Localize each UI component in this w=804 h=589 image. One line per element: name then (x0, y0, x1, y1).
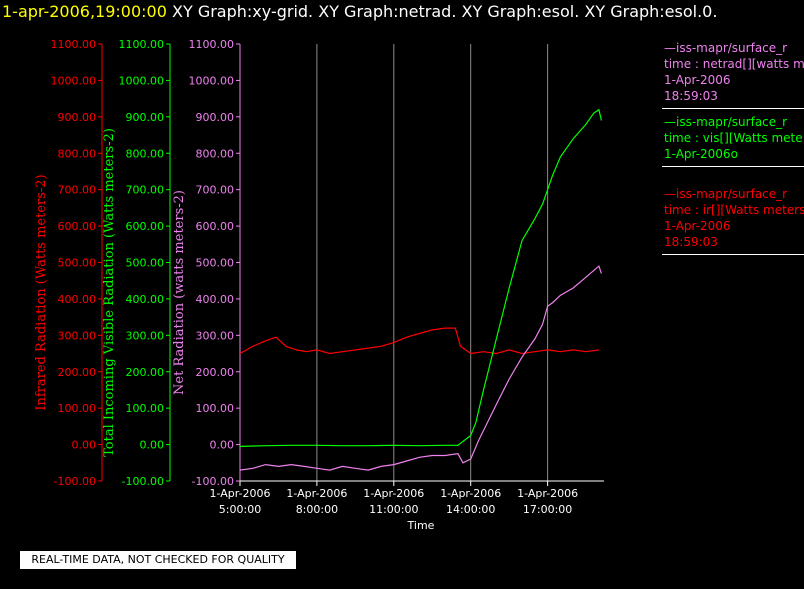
legend-entry-1-line-2: 1-Apr-2006o (664, 147, 738, 161)
y-axis-0-tick-label-10: 900.00 (58, 111, 97, 124)
legend-separator-0 (662, 108, 804, 109)
x-axis-tick-time-0: 5:00:00 (219, 503, 261, 516)
y-axis-1-tick-label-0: -100.00 (122, 475, 164, 488)
y-axis-1-tick-label-11: 1000.00 (119, 74, 165, 87)
y-axis-2-tick-label-0: -100.00 (192, 475, 234, 488)
x-axis-tick-date-4: 1-Apr-2006 (517, 487, 578, 500)
y-axis-2-tick-label-9: 800.00 (196, 147, 235, 160)
x-axis-tick-time-4: 17:00:00 (523, 503, 572, 516)
y-axis-2-title: Net Radiation (watts meters-2) (172, 190, 187, 395)
y-axis-1-tick-label-5: 400.00 (126, 293, 165, 306)
y-axis-2-tick-label-1: 0.00 (210, 439, 235, 452)
series-line-0 (239, 327, 599, 355)
timestamp: 1-apr-2006,19:00:00 (2, 2, 167, 21)
legend-separator-2 (662, 254, 804, 255)
y-axis-2-tick-label-2: 100.00 (196, 402, 235, 415)
y-axis-1-tick-label-3: 200.00 (126, 366, 165, 379)
legend-entry-2-line-2: 1-Apr-2006 (664, 219, 731, 233)
series-line-1 (239, 108, 602, 447)
legend-separator-1 (662, 166, 804, 167)
y-axis-2-tick-label-10: 900.00 (196, 111, 235, 124)
y-axis-0-tick-label-12: 1100.00 (51, 38, 97, 51)
y-axis-2-tick-label-12: 1100.00 (189, 38, 235, 51)
x-axis-tick-time-1: 8:00:00 (296, 503, 338, 516)
series-line-2 (239, 265, 602, 471)
y-axis-0-tick-label-3: 200.00 (58, 366, 97, 379)
y-axis-2-tick-label-6: 500.00 (196, 257, 235, 270)
y-axis-1-tick-label-4: 300.00 (126, 329, 165, 342)
y-axis-2-tick-label-3: 200.00 (196, 366, 235, 379)
y-axis-1-tick-label-2: 100.00 (126, 402, 165, 415)
x-axis-tick-date-2: 1-Apr-2006 (363, 487, 424, 500)
y-axis-2-tick-label-4: 300.00 (196, 329, 235, 342)
y-axis-0-tick-label-2: 100.00 (58, 402, 97, 415)
x-axis-tick-time-2: 11:00:00 (369, 503, 418, 516)
graph-title-3: XY Graph:esol. (461, 2, 580, 21)
legend-entry-0-line-3: 18:59:03 (664, 89, 718, 103)
y-axis-0-tick-label-9: 800.00 (58, 147, 97, 160)
x-axis-tick-date-0: 1-Apr-2006 (209, 487, 270, 500)
x-axis-tick-time-3: 14:00:00 (446, 503, 495, 516)
legend-entry-0-line-2: 1-Apr-2006 (664, 73, 731, 87)
y-axis-0-tick-label-11: 1000.00 (51, 74, 97, 87)
y-axis-2-tick-label-11: 1000.00 (189, 74, 235, 87)
y-axis-1-title: Total Incoming Visible Radiation (Watts … (102, 128, 117, 457)
y-axis-0-tick-label-8: 700.00 (58, 184, 97, 197)
y-axis-1-tick-label-9: 800.00 (126, 147, 165, 160)
y-axis-0-tick-label-7: 600.00 (58, 220, 97, 233)
y-axis-2-tick-label-7: 600.00 (196, 220, 235, 233)
legend-entry-1-line-0: —iss-mapr/surface_r (664, 115, 788, 129)
y-axis-2-tick-label-8: 700.00 (196, 184, 235, 197)
graph-title-2: XY Graph:netrad. (318, 2, 457, 21)
y-axis-1-tick-label-8: 700.00 (126, 184, 165, 197)
legend-entry-1-line-1: time : vis[][Watts mete (664, 131, 803, 145)
x-axis-tick-date-3: 1-Apr-2006 (440, 487, 501, 500)
y-axis-0-tick-label-6: 500.00 (58, 257, 97, 270)
y-axis-1-tick-label-10: 900.00 (126, 111, 165, 124)
legend-entry-2-line-1: time : ir[][Watts meters (664, 203, 804, 217)
legend-entry-0-line-1: time : netrad[][watts me (664, 57, 804, 71)
x-axis-tick-date-1: 1-Apr-2006 (286, 487, 347, 500)
graph-title-4: XY Graph:esol.0. (584, 2, 718, 21)
legend-entry-2-line-0: —iss-mapr/surface_r (664, 187, 788, 201)
y-axis-2-tick-label-5: 400.00 (196, 293, 235, 306)
y-axis-0-tick-label-0: -100.00 (54, 475, 96, 488)
y-axis-0-tick-label-5: 400.00 (58, 293, 97, 306)
legend-entry-0-line-0: —iss-mapr/surface_r (664, 41, 788, 55)
y-axis-0-tick-label-1: 0.00 (72, 439, 97, 452)
quality-warning-note: REAL-TIME DATA, NOT CHECKED FOR QUALITY (20, 551, 296, 569)
graph-title-1: XY Graph:xy-grid. (172, 2, 314, 21)
y-axis-1-tick-label-6: 500.00 (126, 257, 165, 270)
y-axis-0-title: Infrared Radiation (Watts meters-2) (34, 174, 49, 410)
x-axis-title: Time (407, 519, 435, 532)
graph-header: 1-apr-2006,19:00:00 XY Graph:xy-grid. XY… (2, 2, 717, 21)
y-axis-1-tick-label-1: 0.00 (140, 439, 165, 452)
y-axis-1-tick-label-12: 1100.00 (119, 38, 165, 51)
legend-entry-2-line-3: 18:59:03 (664, 235, 718, 249)
y-axis-0-tick-label-4: 300.00 (58, 329, 97, 342)
y-axis-1-tick-label-7: 600.00 (126, 220, 165, 233)
